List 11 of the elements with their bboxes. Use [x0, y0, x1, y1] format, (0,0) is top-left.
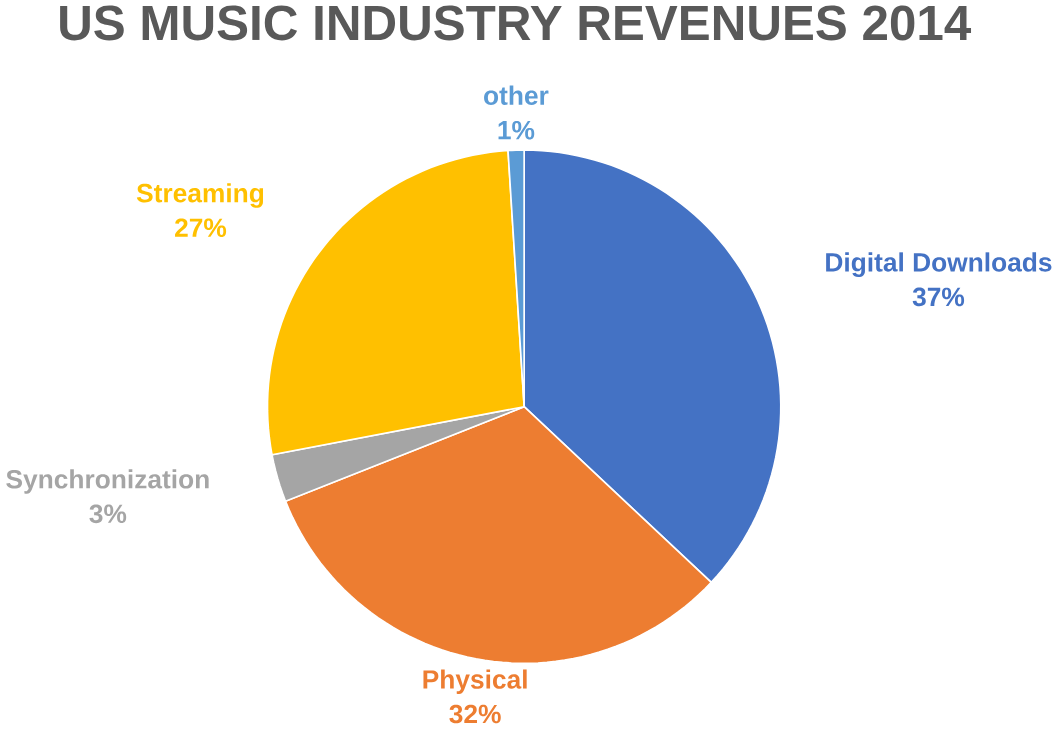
data-label: 1%: [498, 120, 535, 140]
data-label: 37%: [912, 287, 965, 307]
slice-label: Digital Downloads: [826, 252, 1052, 278]
slice-label: other: [484, 85, 549, 105]
slice-label: Streaming: [136, 183, 264, 208]
data-label: 3%: [89, 504, 127, 524]
data-label: 27%: [175, 218, 227, 238]
slice-label: Synchronization: [6, 469, 209, 494]
chart-title: US MUSIC INDUSTRY REVENUES 2014: [60, 5, 972, 41]
slice-label: Physical: [423, 669, 527, 695]
data-label: 32%: [449, 704, 501, 724]
